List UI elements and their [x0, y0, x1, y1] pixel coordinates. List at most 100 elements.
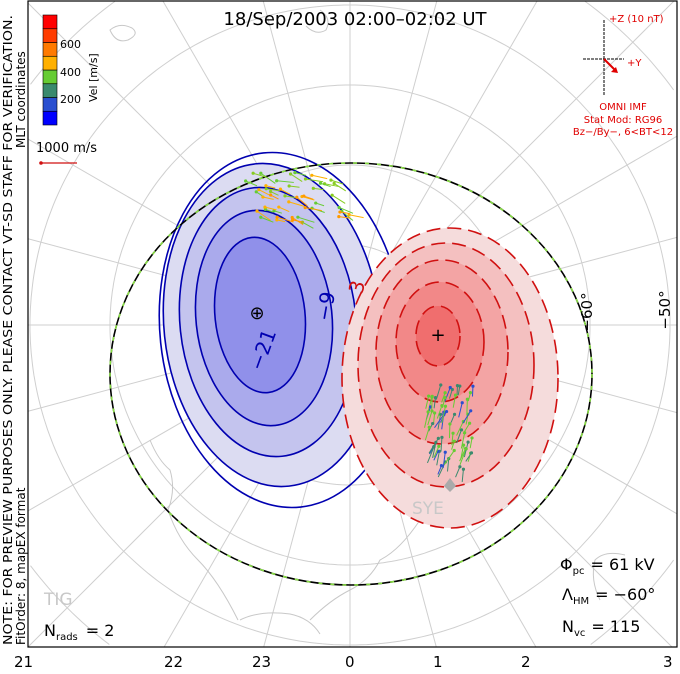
velocity-vector — [278, 206, 290, 212]
vector-origin — [251, 171, 255, 175]
vector-origin — [283, 194, 287, 198]
vector-origin — [261, 195, 265, 199]
colorbar-segment — [42, 83, 58, 98]
lat-label-50: −50° — [656, 290, 674, 329]
velocity-colorbar — [42, 14, 58, 126]
mlt-label-21: 21 — [14, 653, 33, 671]
velocity-vector — [455, 466, 461, 478]
velocity-vector — [462, 410, 472, 424]
velocity-vectors — [244, 171, 475, 482]
vector-origin — [431, 421, 435, 426]
imf-source: OMNI IMF — [599, 102, 647, 113]
vector-origin — [433, 396, 438, 400]
velocity-vector — [436, 405, 443, 419]
velocity-vector — [427, 410, 433, 426]
velocity-vector — [276, 180, 294, 183]
fit-order: FitOrder: 8, mapEX format — [14, 487, 28, 645]
velocity-vector — [431, 396, 433, 412]
imf-bin: Bz−/By−, 6<BT<12 — [573, 127, 673, 138]
vector-origin — [443, 404, 448, 408]
vector-origin — [444, 409, 449, 414]
radar-label-sye: SYE — [412, 499, 444, 519]
velocity-vector — [303, 195, 314, 200]
velocity-vector — [433, 397, 436, 409]
plot-frame — [27, 0, 678, 648]
velocity-vector — [444, 387, 451, 402]
velocity-vector — [440, 437, 443, 452]
stat-model: Stat Mod: RG96 — [584, 115, 663, 126]
vector-origin — [448, 422, 452, 426]
vector-origin — [332, 181, 336, 186]
plot-title: 18/Sep/2003 02:00–02:02 UT — [223, 9, 487, 30]
vector-origin — [458, 384, 462, 388]
vector-origin — [347, 213, 351, 217]
vector-origin — [259, 171, 263, 175]
velocity-vector — [456, 429, 462, 444]
vector-origin — [296, 215, 300, 219]
hm-stat: ΛHM = −60° — [562, 585, 655, 607]
imf-z-label: +Z (10 nT) — [609, 14, 664, 25]
velocity-vector — [447, 458, 450, 472]
velocity-vector — [348, 214, 364, 219]
colorbar-segment — [42, 97, 58, 112]
velocity-vector — [442, 452, 446, 469]
vector-origin — [337, 215, 341, 219]
vector-origin — [427, 425, 431, 429]
preview-note: NOTE: FOR PREVIEW PURPOSES ONLY. PLEASE … — [1, 15, 15, 645]
vector-origin — [470, 436, 474, 440]
vector-origin — [430, 394, 434, 398]
potential-max-marker: + — [430, 325, 445, 346]
vector-origin — [451, 431, 455, 435]
vector-origin — [469, 409, 473, 413]
velocity-vector — [276, 216, 294, 223]
vector-origin — [455, 384, 460, 388]
velocity-vector — [338, 207, 354, 214]
velocity-vector — [260, 172, 276, 184]
velocity-vector — [459, 448, 467, 465]
velocity-vector — [280, 188, 291, 195]
vector-origin — [459, 428, 464, 432]
velocity-vector — [331, 194, 346, 204]
velocity-vector — [324, 183, 339, 187]
velocity-vector — [441, 406, 446, 424]
vector-origin — [293, 171, 297, 175]
velocity-vector — [433, 412, 436, 425]
coastlines — [109, 9, 626, 635]
velocity-vector — [424, 427, 430, 441]
vector-origin — [466, 440, 470, 444]
vector-origin — [463, 446, 468, 451]
vector-origin — [453, 393, 458, 397]
vector-origin — [275, 179, 279, 183]
vector-origin — [290, 215, 294, 220]
vector-origin — [448, 385, 452, 390]
velocity-vector — [451, 433, 454, 446]
velocity-vector — [432, 442, 437, 459]
vector-origin — [318, 181, 323, 185]
velocity-vector — [458, 402, 463, 418]
lat-label-60: −60° — [578, 292, 596, 331]
vector-origin — [254, 190, 258, 194]
radar-site-icon — [444, 478, 456, 492]
velocity-vector — [461, 469, 464, 482]
vector-origin — [471, 384, 475, 388]
vector-origin — [303, 206, 307, 210]
velocity-vector — [469, 437, 473, 449]
mlt-label-0: 0 — [345, 653, 355, 671]
vector-origin — [433, 411, 437, 415]
velocity-vector — [264, 206, 277, 211]
vector-origin — [452, 412, 457, 416]
vector-origin — [426, 410, 430, 414]
velocity-vector — [292, 219, 304, 223]
velocity-vector — [330, 179, 344, 185]
velocity-vector — [460, 432, 466, 449]
velocity-vector — [294, 172, 307, 176]
colorbar-segment — [42, 28, 58, 43]
colorbar-segment — [42, 55, 58, 71]
velocity-vector — [262, 196, 274, 200]
velocity-vector — [290, 173, 303, 182]
vector-origin — [278, 187, 283, 191]
velocity-vector — [333, 182, 347, 192]
vector-origin — [295, 195, 299, 199]
colorbar-segment — [42, 42, 58, 57]
